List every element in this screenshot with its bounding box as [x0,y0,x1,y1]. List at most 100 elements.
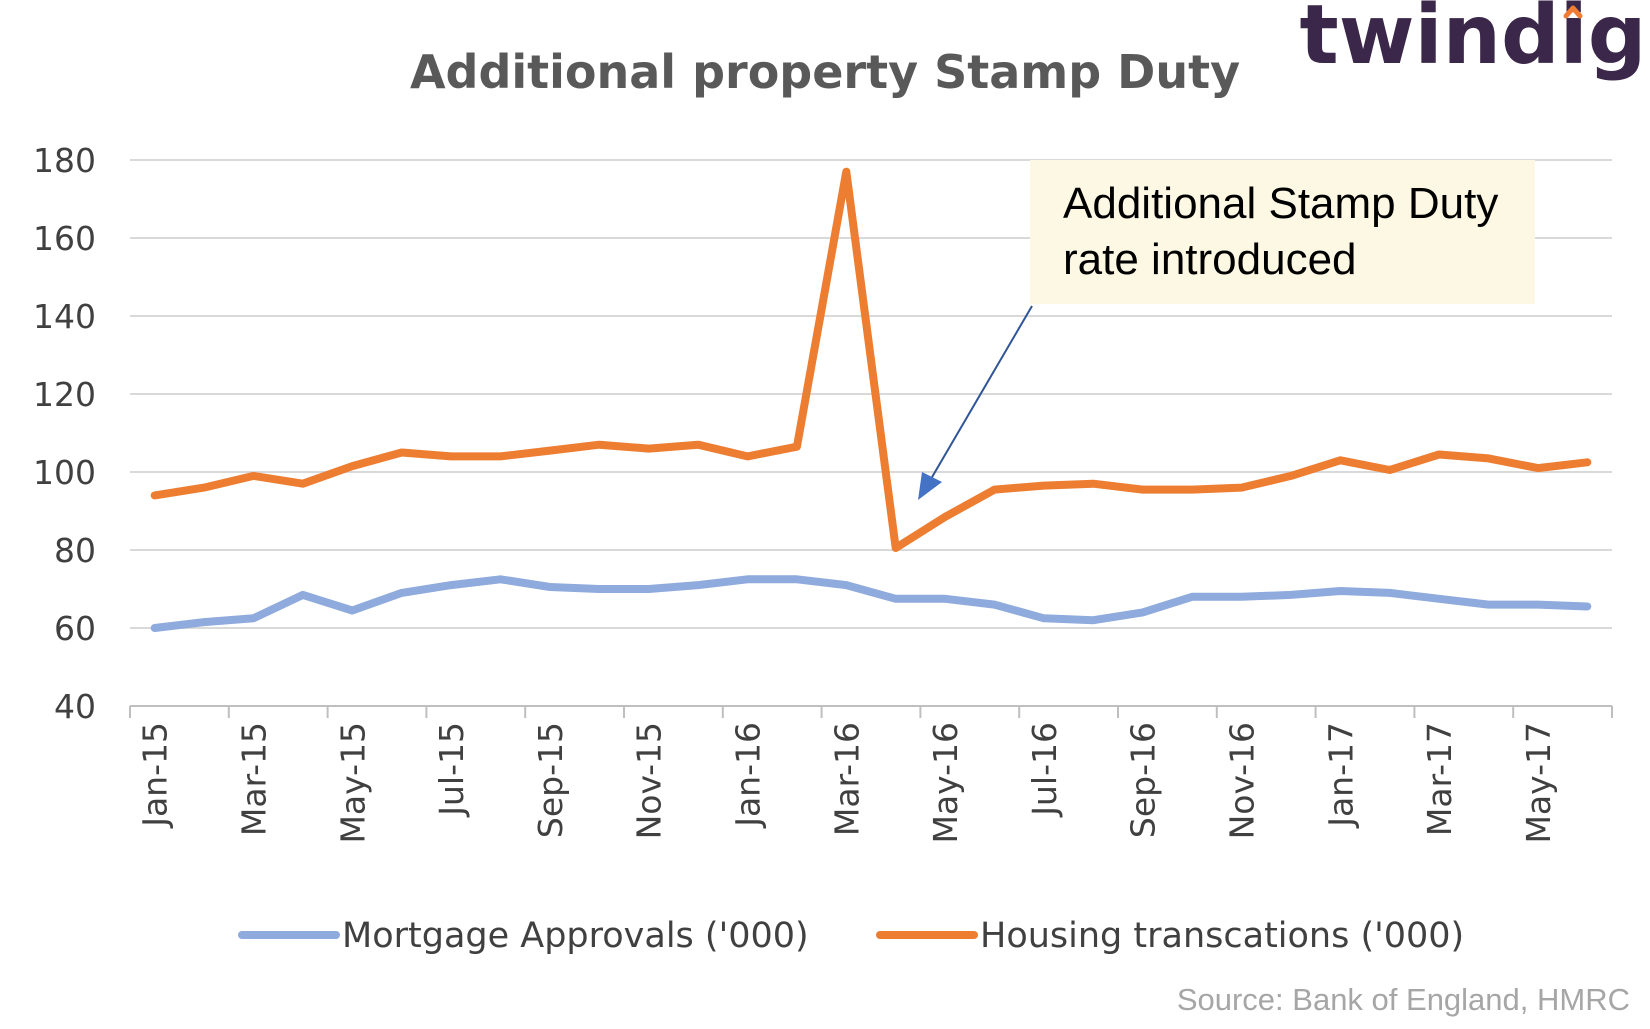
legend: Mortgage Approvals ('000) Housing transca… [238,916,1464,956]
data-point [1043,485,1045,487]
data-point [253,617,254,619]
x-tick-label: May-16 [926,722,965,844]
data-point [1438,453,1440,455]
data-point [203,487,205,489]
annotation-line-2: rate introduced [1063,235,1357,284]
data-point [1586,606,1588,608]
gridlines [130,159,1612,629]
x-tick-label: Jan-15 [136,722,175,829]
data-point [796,578,798,580]
data-point [1339,590,1341,592]
data-point [697,584,699,586]
data-point [1142,489,1144,491]
x-tick-label: Mar-15 [235,722,274,836]
x-tick-label: Jan-17 [1321,722,1360,829]
y-tick-label: 100 [33,453,96,492]
data-point [1389,592,1391,594]
data-point [944,598,946,600]
y-tick-label: 120 [33,375,96,414]
data-point [1191,596,1193,598]
data-point [401,452,403,453]
data-point [549,586,551,588]
data-point [895,598,897,600]
data-point [1241,596,1242,598]
data-point [1537,467,1539,469]
y-tick-label: 160 [33,219,96,258]
data-point [1537,604,1539,606]
data-point [450,584,452,586]
x-tick-label: May-17 [1519,722,1558,844]
data-point [845,584,847,586]
data-point [401,592,403,594]
data-point [1488,604,1489,606]
data-point [154,494,156,496]
data-point [994,489,995,491]
logo-roof-icon [1563,5,1583,19]
data-point [500,455,501,457]
data-point [351,609,353,611]
x-tick-label: Mar-17 [1420,722,1459,836]
data-point [1142,611,1144,613]
data-point [697,444,699,446]
annotation-arrow [927,305,1033,485]
x-tick-label: Sep-16 [1124,722,1163,838]
series-line-1 [150,575,1592,632]
legend-label-2: Housing transcations ('000) [980,916,1464,956]
source-note: Source: Bank of England, HMRC [1177,982,1630,1017]
data-point [1092,619,1094,621]
data-point [1290,475,1292,477]
data-point [994,604,995,606]
data-point [1092,483,1094,485]
data-point [1191,489,1193,491]
x-axis: Jan-15 Mar-15 May-15 Jul-15 Sep-15 Nov-15 Jan-… [129,705,1613,844]
data-point [747,455,748,457]
x-tick-label: Nov-15 [630,722,669,839]
data-point [253,475,254,477]
x-tick-label: Jul-15 [432,722,471,818]
annotation-box [1030,160,1535,304]
data-point [598,444,600,446]
data-point [500,578,501,580]
series-line-2 [150,167,1592,552]
x-tick-label: May-15 [333,722,372,844]
data-point [796,446,798,448]
data-point [648,448,650,450]
data-point [351,465,353,467]
x-tick-label: Sep-15 [531,722,570,838]
data-point [1586,461,1588,463]
brand-logo: twindig [1300,0,1647,83]
annotation-arrowhead-icon [918,472,942,500]
y-tick-label: 60 [54,609,96,648]
x-tick-label: Jul-16 [1025,722,1064,818]
annotation-line-1: Additional Stamp Duty [1063,179,1498,228]
data-point [549,450,551,452]
x-tick-label: Nov-16 [1223,722,1262,839]
data-point [944,516,946,518]
data-point [747,578,748,580]
data-point [450,455,452,457]
y-tick-label: 40 [54,687,96,726]
data-point [1339,459,1341,461]
data-point [1290,594,1292,596]
data-point [895,547,897,549]
data-point [302,594,304,596]
data-point [1043,617,1045,619]
y-axis-ticks: 40 60 80 100 120 140 160 180 [33,141,96,726]
data-point [302,483,304,485]
data-point [1438,598,1440,600]
data-point [598,588,600,590]
data-point [648,588,650,590]
chart-title: Additional property Stamp Duty [410,45,1240,99]
data-point [154,627,156,629]
data-point [1389,469,1391,471]
data-point [1488,457,1489,459]
y-tick-label: 180 [33,141,96,180]
logo-text: twindig [1300,0,1647,83]
x-tick-label: Jan-16 [729,722,768,829]
data-point [1241,487,1242,489]
series-lines [150,167,1592,632]
data-point [845,171,847,173]
y-tick-label: 80 [54,531,96,570]
x-tick-label: Mar-16 [827,722,866,836]
